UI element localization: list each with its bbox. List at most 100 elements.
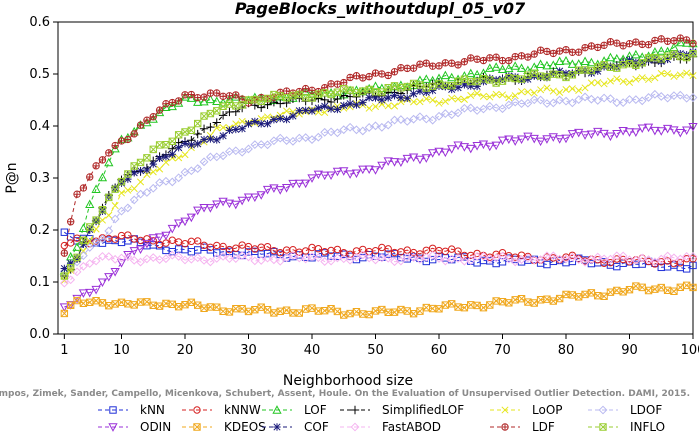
data-point (72, 267, 82, 277)
data-point (142, 239, 152, 249)
data-point (624, 128, 635, 137)
data-point (85, 199, 95, 209)
data-point (568, 71, 577, 79)
data-point (174, 238, 183, 246)
data-point (313, 170, 323, 180)
data-point (98, 156, 107, 164)
data-point (194, 237, 202, 245)
data-point (689, 50, 697, 58)
data-point (294, 133, 304, 143)
data-point (307, 174, 317, 183)
data-point (78, 289, 89, 298)
data-point (219, 123, 227, 132)
data-point (454, 61, 462, 69)
data-point (194, 119, 202, 128)
data-point (662, 124, 673, 134)
data-point (516, 135, 527, 145)
data-point (416, 87, 424, 95)
data-point (675, 37, 685, 47)
data-point (466, 256, 476, 265)
data-point (79, 184, 88, 192)
data-point (378, 96, 386, 104)
data-point (117, 253, 126, 263)
data-point (371, 247, 380, 255)
data-point (409, 114, 419, 124)
data-point (212, 200, 222, 209)
data-point (568, 70, 577, 78)
data-point (67, 264, 75, 272)
data-point (530, 299, 538, 307)
data-point (511, 92, 519, 100)
data-point (67, 301, 75, 310)
data-point (98, 299, 107, 307)
legend-marker (108, 423, 118, 432)
data-point (682, 251, 692, 261)
data-point (320, 171, 330, 181)
data-point (467, 54, 475, 62)
data-point (352, 101, 361, 109)
data-point (390, 115, 399, 125)
data-point (110, 268, 120, 277)
legend-marker (598, 405, 608, 415)
data-point (504, 63, 514, 73)
data-point (92, 217, 100, 226)
data-point (542, 99, 552, 108)
data-point (580, 131, 590, 140)
data-point (473, 301, 481, 310)
data-point (459, 143, 470, 152)
data-point (218, 197, 228, 207)
data-point (193, 253, 203, 263)
data-point (447, 254, 457, 264)
data-point (149, 160, 157, 168)
series-inflo (60, 50, 697, 280)
legend-label: LDOF (630, 403, 662, 417)
data-point (664, 70, 672, 78)
data-point (200, 93, 208, 101)
data-point (111, 185, 119, 193)
data-point (567, 252, 577, 262)
data-point (536, 46, 545, 54)
data-point (308, 304, 316, 312)
data-point (466, 144, 476, 154)
data-point (548, 98, 558, 108)
data-point (275, 256, 285, 266)
data-point (396, 158, 406, 168)
data-point (156, 165, 164, 173)
data-point (422, 88, 430, 96)
data-point (396, 256, 406, 266)
legend-item-cof: COF (262, 420, 329, 434)
data-point (587, 79, 595, 87)
data-point (656, 46, 666, 55)
data-point (213, 107, 221, 115)
data-point (327, 105, 335, 113)
data-point (390, 68, 399, 76)
data-point (644, 93, 653, 102)
data-point (498, 56, 507, 65)
data-point (676, 259, 684, 267)
data-point (549, 49, 558, 58)
data-point (301, 305, 310, 313)
data-point (479, 303, 488, 312)
legend-label: COF (304, 420, 329, 434)
data-point (199, 255, 209, 265)
data-point (505, 57, 513, 65)
data-point (111, 300, 119, 308)
data-point (289, 91, 297, 100)
data-point (435, 82, 443, 91)
data-point (181, 300, 189, 309)
data-point (231, 200, 241, 210)
data-point (472, 142, 482, 151)
data-point (224, 199, 235, 209)
data-point (516, 63, 527, 72)
data-point (517, 294, 526, 303)
data-point (454, 95, 462, 103)
data-point (314, 104, 323, 112)
data-point (269, 255, 279, 265)
data-point (415, 254, 425, 264)
data-point (200, 112, 208, 120)
data-point (689, 283, 697, 292)
legend-marker (109, 406, 117, 414)
y-tick-label: 0.6 (29, 15, 50, 30)
data-point (92, 162, 100, 170)
data-point (409, 309, 418, 318)
